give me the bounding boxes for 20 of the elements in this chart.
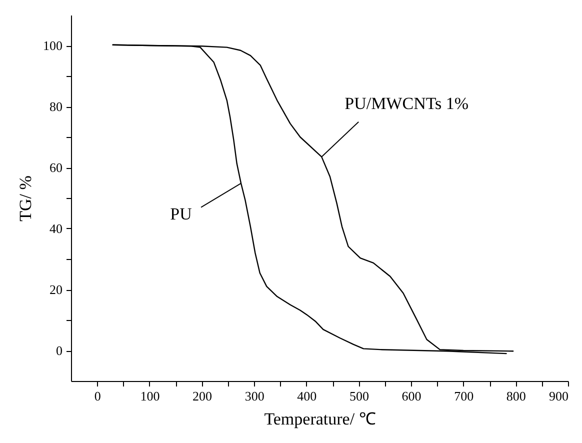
y-tick-label: 0: [56, 343, 62, 358]
x-tick-label: 100: [140, 388, 160, 404]
y-tick-label: 100: [43, 38, 62, 53]
x-tick-label: 600: [402, 388, 422, 404]
x-tick-label: 900: [549, 388, 568, 404]
x-tick-label: 200: [192, 388, 212, 404]
x-tick-label: 700: [454, 388, 474, 404]
x-tick-label: 300: [244, 388, 264, 404]
x-tick-label: 400: [297, 388, 317, 404]
y-tick-label: 60: [50, 160, 62, 175]
y-tick-label: 20: [50, 282, 62, 297]
x-tick-label: 500: [349, 388, 369, 404]
x-tick-label: 0: [94, 388, 101, 404]
y-axis-title: TG/ %: [16, 176, 35, 222]
x-axis-title: Temperature/ ℃: [264, 410, 376, 428]
y-tick-label: 40: [50, 221, 62, 236]
x-tick-label: 800: [506, 388, 526, 404]
annotation: PU: [170, 204, 192, 224]
y-tick-label: 80: [50, 99, 62, 114]
annotation: PU/MWCNTs 1%: [344, 94, 469, 113]
